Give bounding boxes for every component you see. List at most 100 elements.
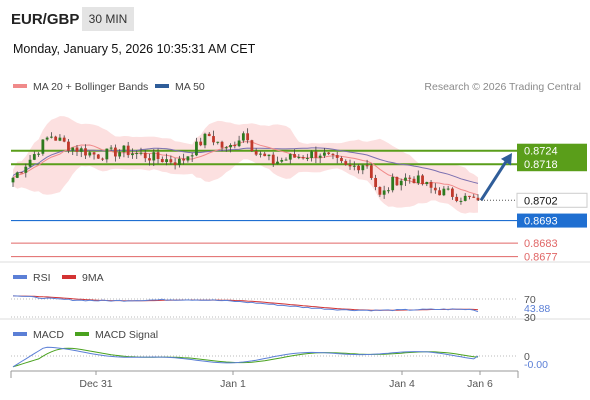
resistance-label: 0.8724 <box>524 146 558 158</box>
candle-body <box>165 159 168 163</box>
candle-body <box>126 145 130 156</box>
candle-body <box>254 151 258 155</box>
candle-body <box>113 147 117 157</box>
rsi-line <box>12 295 479 313</box>
candle-body <box>421 175 424 185</box>
candle-body <box>305 157 309 159</box>
candle-body <box>199 141 203 146</box>
candle-body <box>88 152 92 156</box>
candle-body <box>37 153 40 155</box>
candle-body <box>301 157 305 159</box>
resistance-label: 0.8718 <box>524 159 558 171</box>
candle-body <box>143 152 147 159</box>
candle-body <box>54 136 58 141</box>
candle-body <box>186 156 190 161</box>
candle-body <box>105 148 109 160</box>
candle-body <box>352 165 356 167</box>
candle-body <box>323 152 326 156</box>
candle-body <box>378 186 382 195</box>
resistance-label-box <box>517 157 587 172</box>
candle-body <box>224 147 228 149</box>
projection-arrowhead <box>500 152 512 166</box>
candle-body <box>382 190 386 195</box>
candle-body <box>75 147 79 152</box>
candle-body <box>212 136 215 143</box>
resistance-label-box <box>517 143 587 158</box>
candle-body <box>412 178 416 184</box>
candle-body <box>408 177 412 179</box>
current-price-box <box>516 192 588 208</box>
candle-body <box>288 154 292 160</box>
candle-body <box>182 158 186 161</box>
x-tick-label: Dec 31 <box>79 378 112 390</box>
candle-body <box>195 141 198 156</box>
candle-body <box>271 154 275 164</box>
legend-swatch-ma50 <box>155 84 169 88</box>
legend-swatch-macd <box>13 332 27 336</box>
candle-body <box>259 153 262 155</box>
timeframe-badge[interactable] <box>82 7 134 31</box>
candle-body <box>11 177 15 183</box>
candle-body <box>284 159 288 161</box>
candle-body <box>318 155 322 158</box>
support-label: 0.8677 <box>524 252 558 264</box>
bollinger-band <box>13 116 478 214</box>
candle-body <box>314 151 318 158</box>
candle-body <box>331 153 335 156</box>
legend-swatch-ma20 <box>13 84 27 88</box>
projection-arrow <box>479 156 511 202</box>
current-price-label: 0.8702 <box>524 195 558 207</box>
candle-body <box>455 196 459 202</box>
candle-body <box>15 172 19 178</box>
support-label-box <box>517 213 587 228</box>
candle-body <box>293 154 296 158</box>
candle-body <box>438 190 442 196</box>
candle-body <box>62 137 66 142</box>
macd-current-value: -0.00 <box>524 359 548 371</box>
candle-body <box>67 141 70 151</box>
macd-signal-line <box>12 347 479 368</box>
candle-body <box>280 159 284 162</box>
candle-body <box>472 196 476 198</box>
candle-body <box>96 154 100 159</box>
candle-body <box>399 180 403 186</box>
candle-body <box>340 157 343 162</box>
candle-body <box>177 158 181 166</box>
rsi-9ma-line <box>12 295 479 311</box>
candle-body <box>442 188 446 196</box>
candle-body <box>425 181 429 185</box>
x-tick-label: Jan 1 <box>220 378 246 390</box>
candle-body <box>374 177 378 187</box>
candle-body <box>241 133 245 141</box>
candle-body <box>41 139 45 154</box>
candle-body <box>250 140 254 152</box>
rsi-tick-30: 30 <box>524 312 536 324</box>
candle-body <box>45 137 49 140</box>
candle-body <box>20 172 23 174</box>
candle-body <box>139 152 143 154</box>
candle-body <box>190 155 194 157</box>
candle-body <box>160 158 164 163</box>
support-label: 0.8693 <box>524 216 558 228</box>
candle-body <box>357 165 360 171</box>
candle-body <box>459 200 463 202</box>
ma20-line <box>12 141 479 196</box>
candle-body <box>101 158 104 160</box>
candle-body <box>49 136 53 138</box>
rsi-current-value: 43.88 <box>524 303 550 315</box>
candle-body <box>28 159 32 167</box>
candle-body <box>387 190 390 192</box>
candle-body <box>451 188 454 197</box>
candle-body <box>391 176 395 191</box>
candle-body <box>361 165 365 171</box>
candle-body <box>109 147 113 149</box>
candle-body <box>92 152 96 155</box>
candle-body <box>476 197 480 201</box>
candle-body <box>463 195 467 201</box>
candle-body <box>404 177 407 181</box>
candle-body <box>135 153 139 155</box>
candle-body <box>263 153 267 157</box>
legend-label-rsi: RSI <box>33 272 51 284</box>
candle-body <box>446 188 450 190</box>
